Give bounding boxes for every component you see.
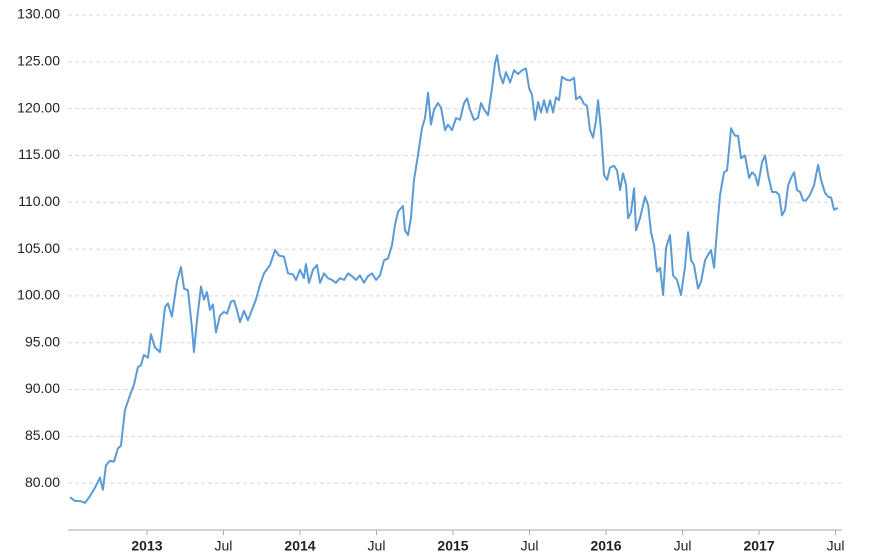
x-tick-label: Jul: [827, 538, 845, 554]
y-tick-label: 130.00: [17, 6, 60, 22]
x-tick-label: 2016: [590, 538, 621, 554]
y-tick-label: 100.00: [17, 287, 60, 303]
y-tick-label: 105.00: [17, 240, 60, 256]
x-tick-label: 2013: [131, 538, 162, 554]
y-tick-label: 115.00: [18, 146, 60, 162]
y-tick-label: 85.00: [25, 427, 60, 443]
x-tick-label: 2014: [284, 538, 315, 554]
line-series: [69, 54, 839, 504]
y-tick-label: 110.00: [18, 193, 60, 209]
x-tick-label: Jul: [674, 538, 692, 554]
x-tick-label: 2015: [437, 538, 468, 554]
y-tick-label: 95.00: [25, 333, 60, 349]
y-tick-label: 90.00: [25, 380, 60, 396]
x-tick-label: Jul: [521, 538, 539, 554]
y-tick-label: 80.00: [25, 474, 60, 490]
y-tick-label: 120.00: [17, 99, 60, 115]
x-tick-label: 2017: [743, 538, 774, 554]
x-tick-label: Jul: [215, 538, 233, 554]
y-tick-label: 125.00: [17, 53, 60, 69]
x-tick-label: Jul: [368, 538, 386, 554]
